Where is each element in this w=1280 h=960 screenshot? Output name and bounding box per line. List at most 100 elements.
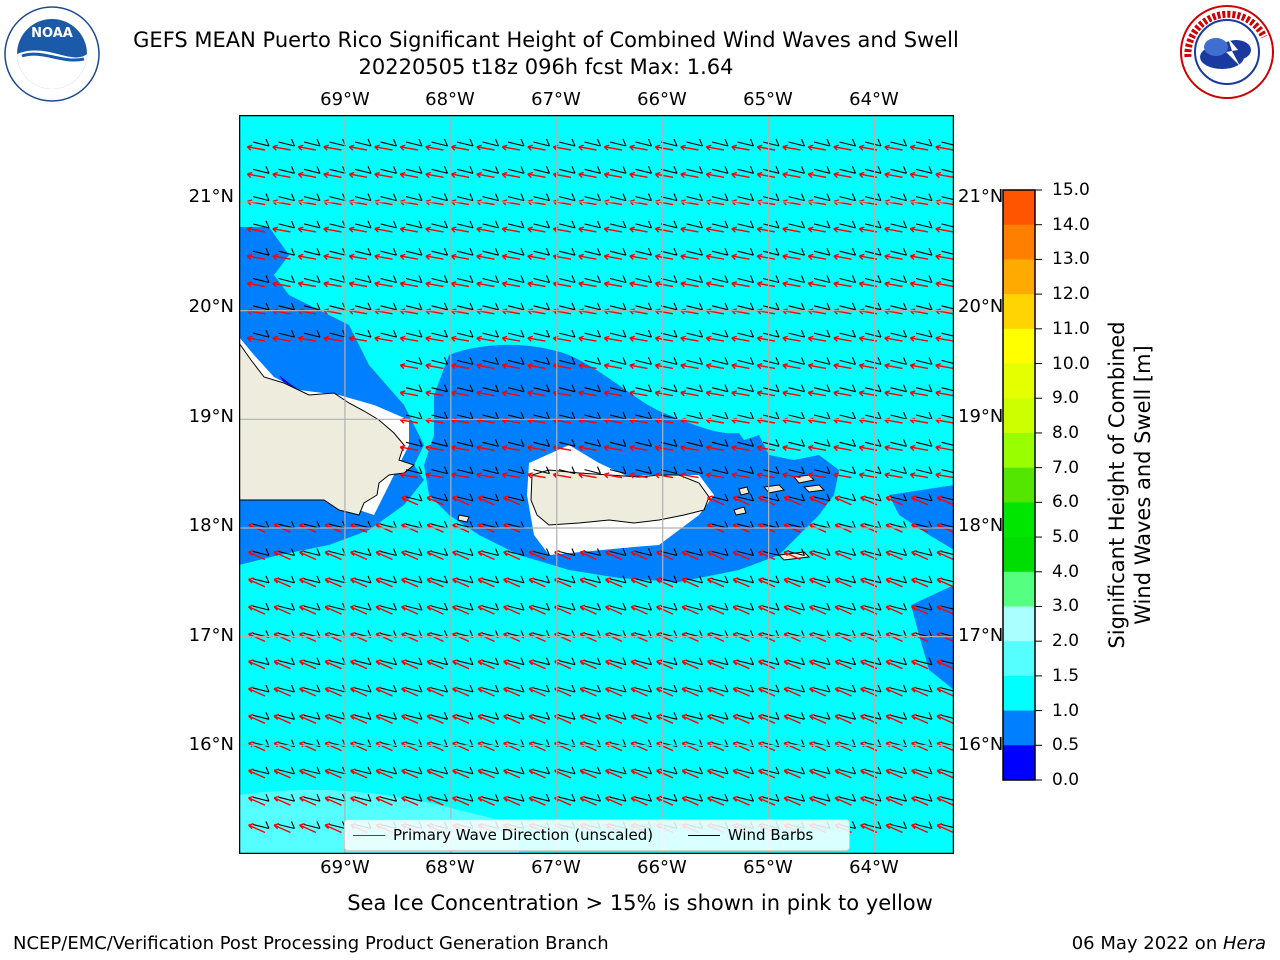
wind-barb (635, 466, 653, 475)
wind-barb (303, 220, 321, 229)
wind-barb (813, 439, 831, 447)
wind-barb (635, 657, 653, 666)
wind-barb (788, 548, 806, 557)
wave-direction-arrow (324, 822, 342, 834)
wave-direction-arrow (450, 472, 470, 479)
wind-barb (252, 220, 270, 229)
wind-barb (660, 439, 678, 447)
lon-label-bottom-65w: 65°W (743, 857, 793, 878)
lat-label-left-16n: 16°N (188, 734, 234, 755)
wind-barb (915, 247, 933, 256)
wave-direction-arrow (834, 659, 852, 670)
wind-barb (431, 575, 449, 584)
wind-barb (584, 329, 602, 338)
wind-barb (915, 712, 933, 720)
wind-barb (252, 766, 270, 775)
wave-direction-arrow (807, 444, 827, 452)
wind-barb (354, 193, 372, 202)
lat-label-left-18n: 18°N (188, 515, 234, 536)
wind-barb (890, 166, 908, 174)
wave-direction-arrow (501, 171, 521, 179)
wave-direction-arrow (909, 144, 929, 151)
wind-barb (711, 712, 729, 720)
wave-direction-arrow (426, 768, 444, 779)
wind-barb (584, 247, 602, 256)
wave-direction-arrow (603, 390, 623, 397)
wind-barb (278, 712, 296, 720)
wave-direction-arrow (350, 768, 368, 779)
wind-barb (252, 821, 270, 830)
wave-direction-arrow (909, 335, 929, 342)
wave-direction-arrow (807, 472, 827, 479)
wind-barb (890, 575, 908, 584)
wave-direction-arrow (783, 495, 801, 506)
wave-direction-arrow (273, 686, 291, 697)
colorbar-tick-label: 0.0 (1052, 770, 1080, 790)
wind-barb (941, 384, 954, 392)
wind-barb (762, 548, 780, 557)
wave-direction-arrow (731, 390, 750, 397)
lat-label-right-16n: 16°N (958, 734, 1004, 755)
wave-direction-arrow (783, 659, 801, 670)
wave-direction-arrow (756, 171, 776, 179)
wind-barb (482, 166, 500, 174)
wave-direction-arrow (654, 281, 674, 288)
wind-barb (737, 357, 755, 365)
wave-direction-arrow (528, 768, 546, 779)
wave-direction-arrow (630, 549, 648, 561)
wind-barb (635, 548, 653, 557)
wave-direction-arrow (501, 444, 521, 452)
wave-direction-arrow (705, 472, 725, 479)
wind-barb (915, 602, 933, 611)
lat-label-right-20n: 20°N (958, 296, 1004, 317)
wave-direction-arrow (425, 253, 444, 260)
wind-barb (405, 220, 423, 229)
wave-direction-arrow (884, 226, 903, 233)
wind-barb (405, 439, 423, 447)
wave-direction-arrow (731, 281, 750, 288)
wave-direction-arrow (782, 363, 801, 370)
wave-direction-arrow (452, 577, 470, 588)
wave-direction-arrow (248, 713, 266, 724)
wind-barb (762, 357, 780, 365)
wind-barb (890, 384, 908, 393)
wind-barb (354, 766, 372, 775)
wind-barb (711, 411, 729, 420)
wind-barb (915, 821, 933, 830)
wave-direction-arrow (297, 226, 317, 233)
wave-direction-arrow (833, 144, 852, 151)
svg-text:NOAA: NOAA (31, 26, 73, 41)
wave-direction-arrow (476, 363, 495, 370)
wave-direction-arrow (527, 226, 546, 233)
wave-direction-arrow (911, 659, 929, 670)
wind-barb (405, 466, 423, 475)
lon-label-top-65w: 65°W (743, 89, 793, 110)
wind-barb (941, 193, 954, 201)
wind-barb (813, 793, 831, 802)
wave-direction-arrow (297, 144, 317, 151)
wind-barb (278, 657, 296, 666)
wave-direction-arrow (783, 768, 801, 779)
wind-barb (405, 657, 423, 666)
wind-barb (941, 630, 954, 638)
wave-direction-arrow (885, 659, 903, 670)
wave-direction-arrow (348, 281, 368, 288)
wave-direction-arrow (246, 226, 266, 233)
wind-barb (533, 712, 551, 720)
wind-barb (813, 575, 831, 584)
wave-direction-arrow (425, 335, 444, 342)
wind-barb (278, 766, 296, 775)
wind-barb (278, 602, 296, 611)
wind-barb (864, 329, 882, 338)
wave-direction-arrow (885, 577, 903, 588)
wind-barb (686, 439, 704, 447)
wave-direction-arrow (654, 226, 674, 233)
wind-barb (686, 302, 704, 311)
wind-barb (941, 139, 954, 146)
wave-direction-arrow (654, 390, 674, 397)
wind-barb (788, 466, 806, 475)
wind-barb (431, 602, 449, 611)
wave-direction-arrow (477, 768, 495, 779)
wind-barb (788, 493, 806, 502)
wave-direction-arrow (732, 686, 750, 697)
